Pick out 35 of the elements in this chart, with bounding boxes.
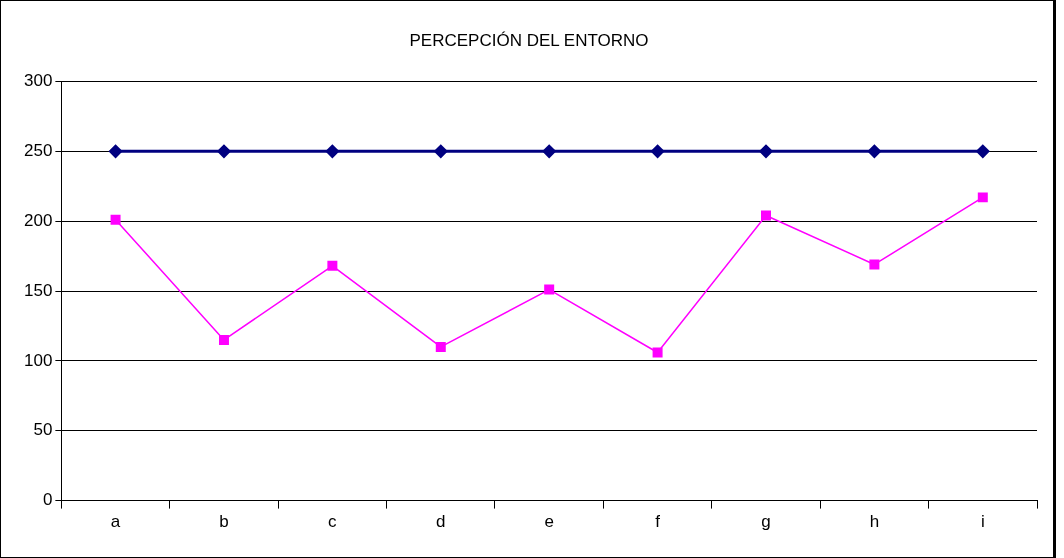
y-tick-label: 150 — [23, 280, 53, 300]
point — [977, 192, 988, 203]
point — [976, 144, 990, 158]
point — [651, 144, 665, 158]
x-tick-label: i — [980, 512, 985, 532]
x-tick-label: g — [761, 512, 771, 532]
y-tick-label: 300 — [23, 71, 53, 91]
x-tick-label: c — [328, 512, 338, 532]
point — [542, 144, 556, 158]
point — [325, 144, 339, 158]
x-tick-label: a — [110, 512, 121, 532]
point — [544, 284, 555, 295]
y-tick-label: 250 — [23, 140, 53, 160]
x-tick-label: b — [219, 512, 229, 532]
y-tick-label: 200 — [23, 210, 53, 230]
chart-title: PERCEPCIÓN DEL ENTORNO — [409, 30, 649, 50]
point — [435, 341, 446, 352]
point — [109, 144, 123, 158]
point — [110, 214, 121, 225]
y-tick-label: 50 — [33, 420, 53, 440]
x-tick-label: e — [544, 512, 554, 532]
point — [759, 144, 773, 158]
x-tick-label: h — [869, 512, 880, 532]
point — [652, 347, 663, 358]
y-tick-label: 0 — [42, 490, 53, 510]
point — [869, 259, 880, 270]
point — [761, 210, 771, 221]
point — [218, 334, 229, 345]
point — [867, 144, 881, 158]
x-tick-label: f — [655, 512, 661, 532]
y-tick-label: 100 — [23, 350, 53, 370]
point — [434, 144, 448, 158]
point — [217, 144, 231, 158]
x-tick-label: d — [436, 512, 446, 532]
point — [327, 260, 338, 271]
